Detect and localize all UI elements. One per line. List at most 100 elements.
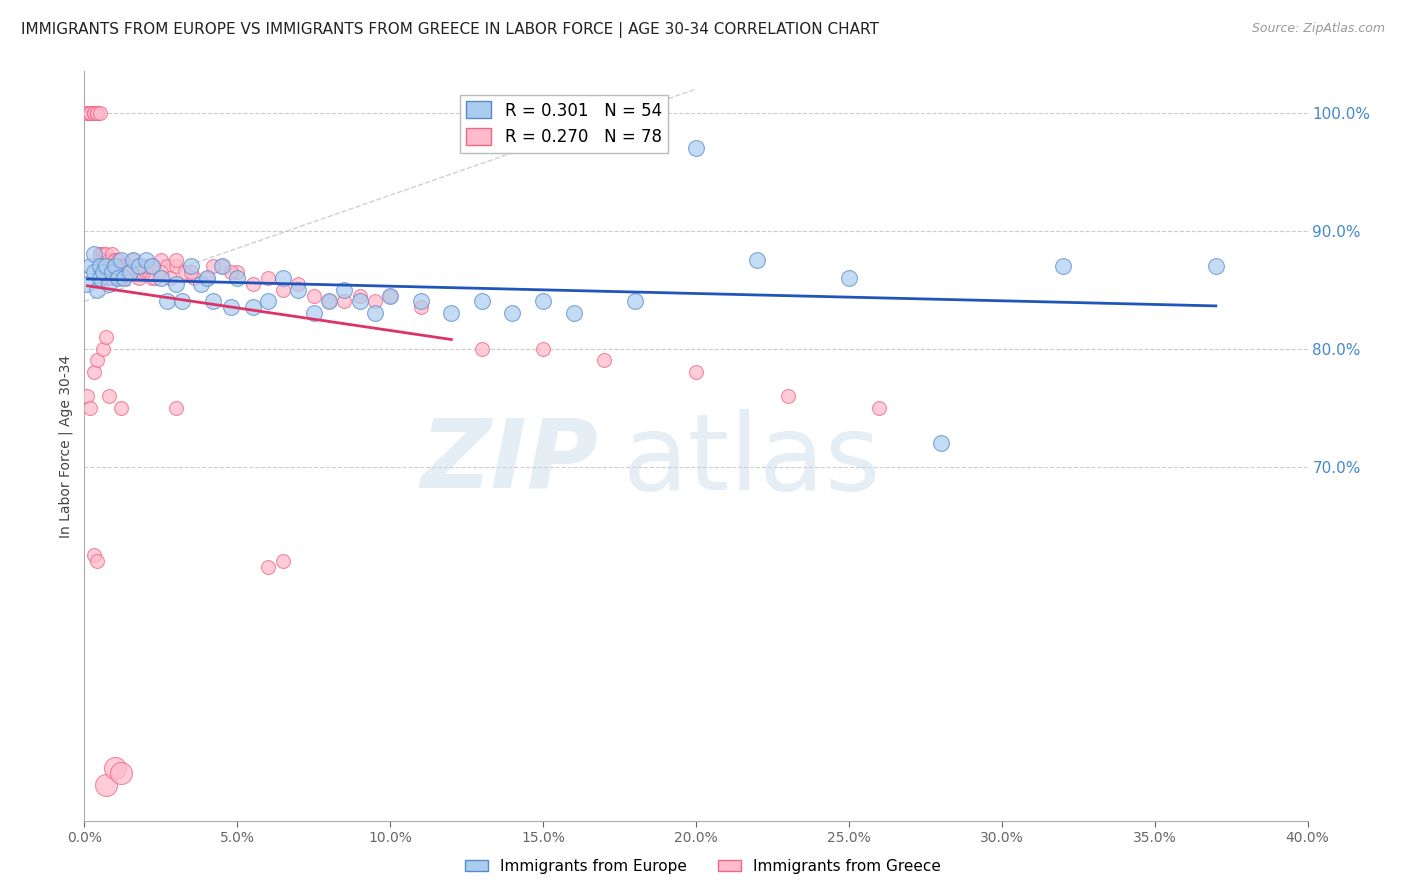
Point [91, 342, 114, 356]
Point [502, 306, 524, 320]
Point [86, 105, 108, 120]
Point [380, 288, 402, 302]
Point [91, 265, 114, 279]
Point [747, 253, 769, 268]
Point [364, 294, 387, 309]
Point [89, 270, 111, 285]
Point [183, 270, 205, 285]
Point [86, 554, 108, 568]
Point [271, 283, 294, 297]
Point [440, 306, 463, 320]
Point [318, 294, 340, 309]
Point [172, 294, 194, 309]
Point [115, 265, 138, 279]
Text: atlas: atlas [623, 409, 882, 513]
Point [110, 270, 132, 285]
Point [776, 389, 799, 403]
Point [201, 259, 224, 273]
Point [83, 105, 105, 120]
Point [120, 259, 142, 273]
Point [226, 270, 249, 285]
Point [531, 294, 554, 309]
Point [257, 560, 280, 574]
Point [107, 253, 129, 268]
Point [242, 301, 264, 315]
Point [364, 306, 387, 320]
Point [128, 270, 150, 285]
Point [120, 265, 142, 279]
Point [138, 265, 160, 279]
Point [471, 342, 494, 356]
Point [83, 105, 105, 120]
Point [141, 259, 163, 273]
Point [97, 277, 120, 291]
Point [94, 778, 117, 792]
Point [83, 365, 105, 379]
Point [94, 270, 117, 285]
Point [1205, 259, 1227, 273]
Point [104, 760, 127, 774]
Point [110, 401, 132, 415]
Point [97, 270, 120, 285]
Point [685, 365, 707, 379]
Point [257, 294, 280, 309]
Point [104, 259, 127, 273]
Point [562, 306, 585, 320]
Point [211, 259, 233, 273]
Point [531, 342, 554, 356]
Point [165, 277, 187, 291]
Point [91, 247, 114, 261]
Point [91, 253, 114, 268]
Point [149, 270, 172, 285]
Point [79, 259, 101, 273]
Point [107, 270, 129, 285]
Point [89, 247, 111, 261]
Point [141, 259, 163, 273]
Point [257, 270, 280, 285]
Point [76, 105, 98, 120]
Point [141, 270, 163, 285]
Point [271, 554, 294, 568]
Point [97, 389, 120, 403]
Text: ZIP: ZIP [420, 415, 598, 508]
Point [120, 265, 142, 279]
Point [333, 283, 356, 297]
Point [318, 294, 340, 309]
Point [135, 259, 157, 273]
Legend: R = 0.301   N = 54, R = 0.270   N = 78: R = 0.301 N = 54, R = 0.270 N = 78 [460, 95, 668, 153]
Point [86, 353, 108, 368]
Point [79, 105, 101, 120]
Point [302, 306, 325, 320]
Point [89, 259, 111, 273]
Point [101, 265, 124, 279]
Point [122, 253, 145, 268]
Point [201, 294, 224, 309]
Point [380, 288, 402, 302]
Point [86, 105, 108, 120]
Point [112, 270, 135, 285]
Point [135, 265, 157, 279]
Point [104, 253, 127, 268]
Text: IMMIGRANTS FROM EUROPE VS IMMIGRANTS FROM GREECE IN LABOR FORCE | AGE 30-34 CORR: IMMIGRANTS FROM EUROPE VS IMMIGRANTS FRO… [21, 22, 879, 38]
Point [79, 401, 101, 415]
Point [101, 247, 124, 261]
Point [685, 141, 707, 155]
Point [110, 766, 132, 780]
Point [97, 253, 120, 268]
Point [110, 253, 132, 268]
Point [226, 265, 249, 279]
Point [122, 253, 145, 268]
Point [143, 270, 166, 285]
Point [83, 548, 105, 562]
Point [101, 270, 124, 285]
Point [83, 265, 105, 279]
Point [128, 259, 150, 273]
Point [593, 353, 616, 368]
Point [409, 301, 432, 315]
Point [271, 270, 294, 285]
Point [149, 253, 172, 268]
Point [165, 401, 187, 415]
Point [94, 330, 117, 344]
Point [110, 265, 132, 279]
Point [156, 259, 179, 273]
